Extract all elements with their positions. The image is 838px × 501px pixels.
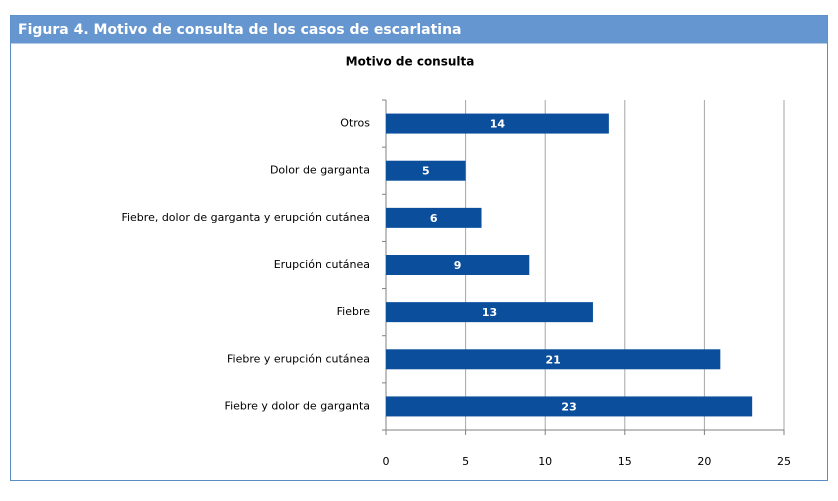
y-tick-label: Otros — [340, 117, 370, 130]
chart-title: Motivo de consulta — [346, 55, 475, 69]
x-tick-label: 5 — [462, 455, 469, 468]
bar — [386, 396, 753, 417]
data-label: 9 — [454, 259, 462, 272]
bar — [386, 207, 482, 228]
bar — [386, 160, 466, 181]
plot: 0 5 10 15 20 25 Otros 14 Dolor de garganta 5 Fiebr… — [121, 99, 791, 468]
bar — [386, 302, 593, 323]
bar — [386, 113, 609, 134]
data-label: 21 — [546, 353, 561, 366]
data-label: 14 — [490, 118, 506, 131]
x-tick-label: 25 — [777, 455, 791, 468]
x-tick-label: 10 — [538, 455, 552, 468]
x-tick-label: 20 — [697, 455, 711, 468]
data-label: 6 — [430, 212, 438, 225]
y-tick-label: Fiebre y erupción cutánea — [227, 352, 370, 365]
bar — [386, 255, 530, 275]
y-tick-label: Erupción cutánea — [274, 258, 370, 271]
data-label: 13 — [482, 306, 497, 319]
y-tick-label: Fiebre y dolor de garganta — [225, 399, 370, 412]
data-label: 5 — [422, 165, 430, 178]
x-tick-label: 15 — [618, 455, 632, 468]
y-tick-label: Fiebre, dolor de garganta y erupción cut… — [121, 211, 370, 224]
figure-title: Figura 4. Motivo de consulta de los caso… — [18, 22, 462, 38]
header-bar — [10, 15, 828, 44]
y-tick-label: Dolor de garganta — [270, 164, 370, 177]
data-label: 23 — [561, 400, 576, 413]
bar — [386, 349, 721, 370]
y-tick-label: Fiebre — [337, 305, 371, 318]
x-tick-label: 0 — [383, 455, 390, 468]
